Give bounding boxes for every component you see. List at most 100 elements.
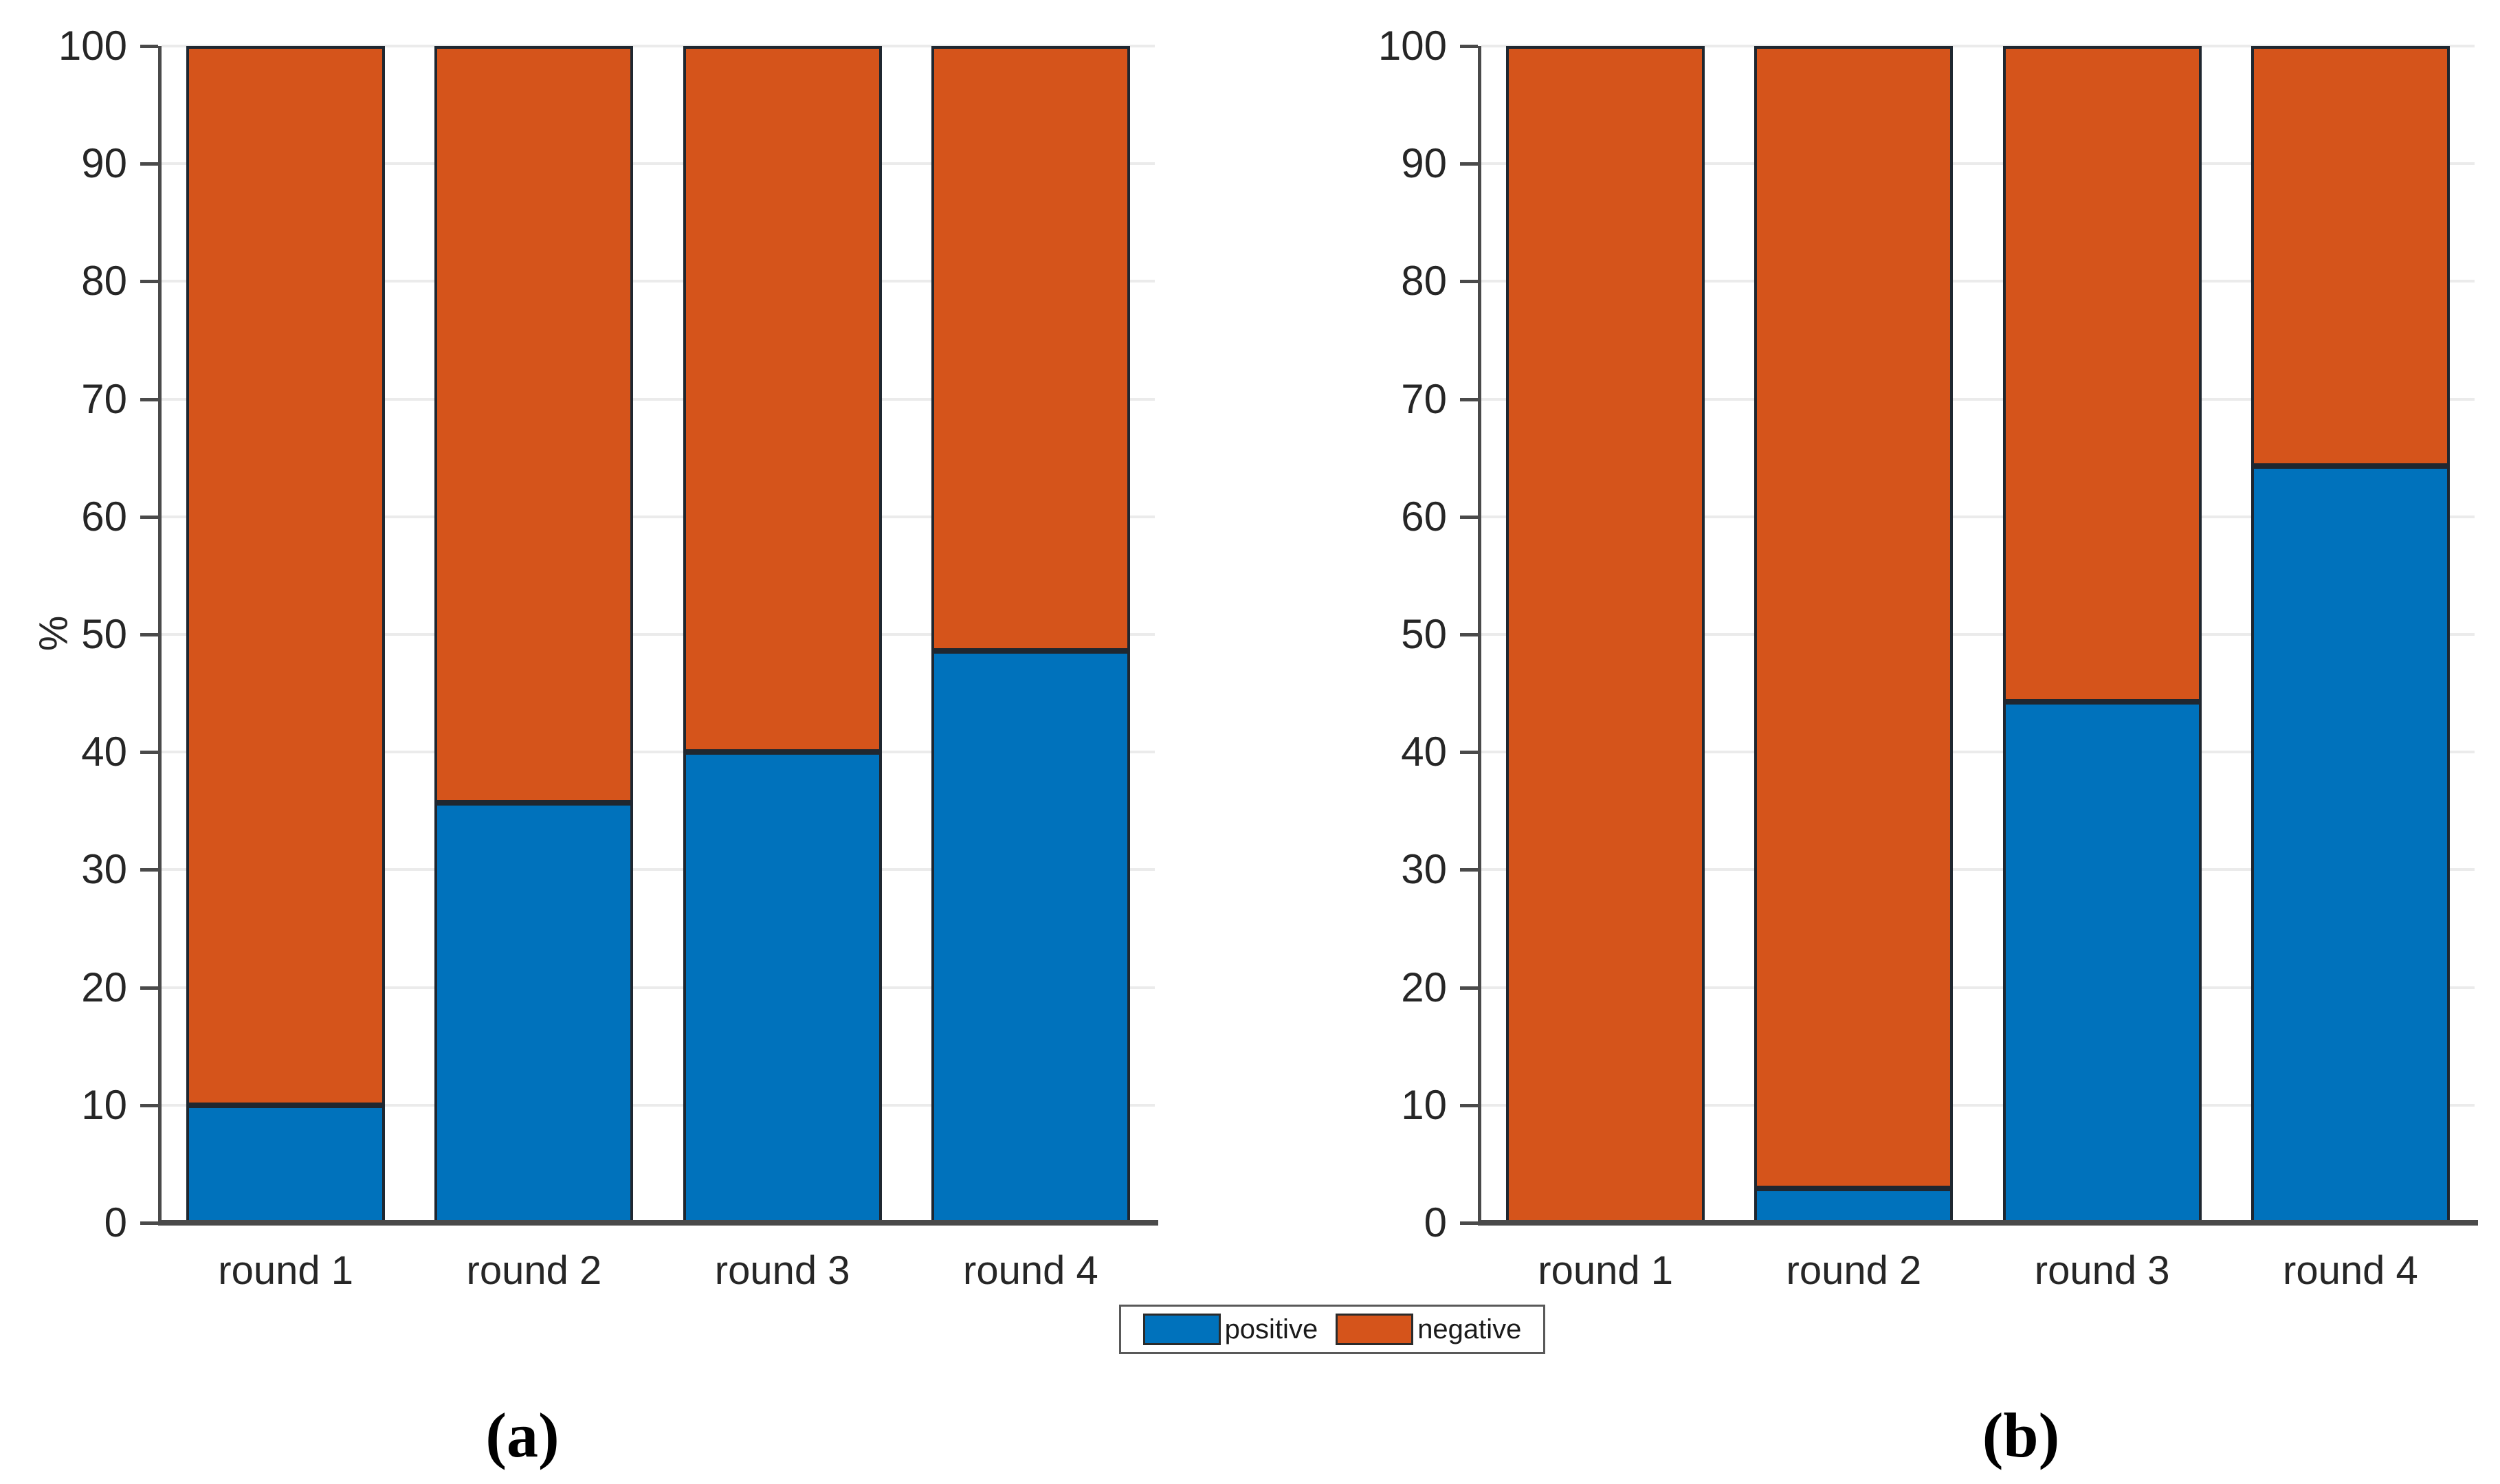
bar-segment-negative (2250, 46, 2450, 467)
y-tick-mark-80 (1460, 280, 1478, 284)
y-tick-label-10: 10 (81, 1081, 127, 1128)
gridline-30 (162, 868, 1155, 872)
y-tick-mark-40 (1460, 751, 1478, 755)
x-tick-label-a-3: round 3 (714, 1248, 850, 1293)
gridline-100 (1481, 45, 2475, 47)
bar-a-round-3 (683, 46, 882, 1223)
gridline-80 (162, 280, 1155, 283)
gridline-60 (162, 515, 1155, 518)
gridline-50 (162, 633, 1155, 636)
bar-b-round-1 (1506, 46, 1705, 1223)
y-tick-mark-90 (140, 162, 158, 166)
y-axis-line (158, 46, 162, 1223)
bar-b-round-3 (2002, 46, 2202, 1223)
bar-b-round-2 (1754, 46, 1954, 1223)
gridline-30 (1481, 868, 2475, 872)
bar-a-round-1 (186, 46, 386, 1223)
bar-segment-positive (931, 650, 1130, 1223)
bar-segment-negative (186, 46, 386, 1105)
y-tick-mark-70 (1460, 397, 1478, 401)
bar-segment-negative (683, 46, 882, 753)
y-tick-label-80: 80 (81, 258, 127, 304)
y-tick-mark-20 (140, 986, 158, 990)
y-tick-label-90: 90 (81, 140, 127, 187)
y-tick-label-80: 80 (1401, 258, 1447, 304)
bar-a-round-2 (434, 46, 634, 1223)
y-tick-mark-100 (1460, 45, 1478, 48)
y-tick-label-90: 90 (1401, 140, 1447, 187)
legend-negative-label: negative (1417, 1314, 1522, 1344)
gridline-80 (1481, 280, 2475, 283)
legend-positive-swatch (1142, 1314, 1221, 1345)
chart-b-plot-area (1481, 45, 2475, 1223)
y-tick-mark-30 (1460, 868, 1478, 872)
y-tick-label-40: 40 (81, 729, 127, 775)
legend: positive negative (1119, 1305, 1545, 1354)
gridline-50 (1481, 633, 2475, 636)
x-tick-label-a-2: round 2 (466, 1248, 602, 1293)
gridline-70 (1481, 397, 2475, 401)
x-axis-line (1478, 1220, 2478, 1226)
y-tick-mark-10 (140, 1103, 158, 1107)
gridline-40 (1481, 751, 2475, 754)
bar-segment-positive (2002, 701, 2202, 1223)
y-tick-label-70: 70 (1401, 375, 1447, 422)
y-tick-label-60: 60 (1401, 493, 1447, 540)
bar-segment-positive (683, 752, 882, 1223)
bar-segment-positive (434, 802, 634, 1223)
x-tick-label-a-1: round 1 (218, 1248, 353, 1293)
x-axis-line (158, 1220, 1158, 1226)
gridline-10 (162, 1103, 1155, 1107)
gridline-10 (1481, 1103, 2475, 1107)
y-tick-mark-70 (140, 397, 158, 401)
y-tick-mark-10 (1460, 1103, 1478, 1107)
y-tick-mark-20 (1460, 986, 1478, 990)
y-tick-mark-80 (140, 280, 158, 284)
y-tick-label-20: 20 (81, 964, 127, 1010)
x-tick-label-b-3: round 3 (2034, 1248, 2170, 1293)
legend-positive-label: positive (1224, 1314, 1318, 1344)
y-axis-line (1478, 46, 1481, 1223)
y-tick-mark-100 (140, 45, 158, 48)
y-tick-label-0: 0 (104, 1199, 127, 1245)
y-tick-mark-90 (1460, 162, 1478, 166)
gridline-90 (1481, 162, 2475, 166)
caption-panel-a: (a) (485, 1400, 560, 1470)
y-tick-label-40: 40 (1401, 729, 1447, 775)
y-tick-mark-0 (1460, 1221, 1478, 1225)
y-tick-label-70: 70 (81, 375, 127, 422)
chart-a-plot-area (162, 45, 1155, 1223)
bar-segment-negative (931, 46, 1130, 651)
y-tick-label-100: 100 (1378, 23, 1447, 69)
y-tick-label-50: 50 (81, 611, 127, 657)
gridline-20 (1481, 986, 2475, 989)
bar-segment-positive (186, 1105, 386, 1223)
caption-panel-b: (b) (1982, 1400, 2060, 1470)
y-tick-label-60: 60 (81, 493, 127, 540)
y-tick-mark-40 (140, 751, 158, 755)
bar-segment-negative (1506, 46, 1705, 1223)
bar-segment-negative (2002, 46, 2202, 702)
x-tick-label-a-4: round 4 (963, 1248, 1098, 1293)
y-tick-label-10: 10 (1401, 1081, 1447, 1128)
x-tick-label-b-2: round 2 (1786, 1248, 1922, 1293)
gridline-20 (162, 986, 1155, 989)
bar-segment-negative (434, 46, 634, 803)
x-tick-label-b-4: round 4 (2283, 1248, 2418, 1293)
gridline-40 (162, 751, 1155, 754)
y-tick-label-20: 20 (1401, 964, 1447, 1010)
y-tick-mark-0 (140, 1221, 158, 1225)
gridline-70 (162, 397, 1155, 401)
y-tick-mark-30 (140, 868, 158, 872)
bar-segment-positive (1754, 1188, 1954, 1223)
gridline-100 (162, 45, 1155, 47)
y-tick-label-30: 30 (81, 846, 127, 893)
y-tick-mark-50 (1460, 633, 1478, 636)
bar-segment-negative (1754, 46, 1954, 1189)
x-tick-label-b-1: round 1 (1538, 1248, 1673, 1293)
y-tick-label-30: 30 (1401, 846, 1447, 893)
y-tick-label-0: 0 (1424, 1199, 1447, 1245)
bar-b-round-4 (2250, 46, 2450, 1223)
legend-negative-swatch (1336, 1314, 1414, 1345)
